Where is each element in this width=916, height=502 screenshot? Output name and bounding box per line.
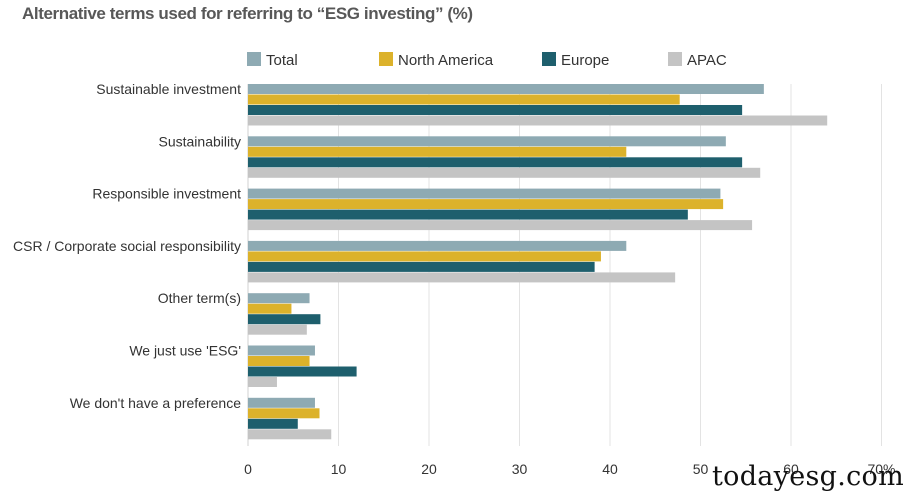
legend-label: APAC xyxy=(687,52,727,69)
x-tick-label: 0 xyxy=(244,461,252,477)
legend-item: North America xyxy=(379,52,494,69)
bar xyxy=(248,199,724,210)
bar xyxy=(248,240,627,251)
bar xyxy=(248,115,828,126)
legend-label: North America xyxy=(398,52,494,69)
legend-swatch xyxy=(379,52,393,66)
legend-label: Europe xyxy=(561,52,609,69)
x-tick-label: 40 xyxy=(602,461,618,477)
bar xyxy=(248,146,627,157)
bar xyxy=(248,377,277,387)
category-label: Responsible investment xyxy=(92,186,241,202)
bar xyxy=(248,188,721,199)
bar xyxy=(248,345,315,356)
legend-swatch xyxy=(668,52,682,66)
watermark: todayesg.com xyxy=(712,461,905,492)
bar xyxy=(248,408,320,419)
legend: Total North America Europe APAC xyxy=(247,52,727,69)
bars xyxy=(248,84,828,440)
x-tick-label: 60 xyxy=(783,461,799,477)
legend-swatch xyxy=(542,52,556,66)
bar xyxy=(248,293,310,304)
bar xyxy=(248,167,761,178)
bar xyxy=(248,397,315,408)
legend-item: Total xyxy=(247,52,298,69)
bar xyxy=(248,366,357,377)
x-tick-label: 30 xyxy=(512,461,528,477)
bar xyxy=(248,356,310,366)
bar xyxy=(248,84,764,94)
legend-item: APAC xyxy=(668,52,727,69)
chart-title: Alternative terms used for referring to … xyxy=(22,4,473,23)
bar xyxy=(248,251,601,262)
bar xyxy=(248,220,753,231)
bar xyxy=(248,418,298,429)
x-tick-label: 20 xyxy=(421,461,437,477)
bar xyxy=(248,429,332,440)
category-label: We just use 'ESG' xyxy=(129,343,241,359)
bar xyxy=(248,261,595,272)
category-labels: Sustainable investment Sustainability Resp… xyxy=(13,81,241,411)
bar xyxy=(248,157,743,168)
bar xyxy=(248,209,688,220)
bar xyxy=(248,105,743,115)
category-label: We don't have a preference xyxy=(70,395,242,411)
category-label: CSR / Corporate social responsibility xyxy=(13,238,241,254)
bar xyxy=(248,324,307,335)
category-label: Sustainable investment xyxy=(96,81,241,97)
legend-item: Europe xyxy=(542,52,609,69)
x-tick-label: 50 xyxy=(693,461,709,477)
bar xyxy=(248,136,726,147)
bar xyxy=(248,314,321,325)
x-axis-ticks: 0 10 20 30 40 50 60 70% xyxy=(244,461,895,477)
legend-label: Total xyxy=(266,52,298,69)
category-label: Other term(s) xyxy=(158,290,241,306)
legend-swatch xyxy=(247,52,261,66)
bar xyxy=(248,303,292,314)
x-tick-label: 70% xyxy=(867,461,895,477)
bar xyxy=(248,94,680,105)
category-label: Sustainability xyxy=(159,133,242,149)
x-tick-label: 10 xyxy=(331,461,347,477)
bar xyxy=(248,272,676,283)
